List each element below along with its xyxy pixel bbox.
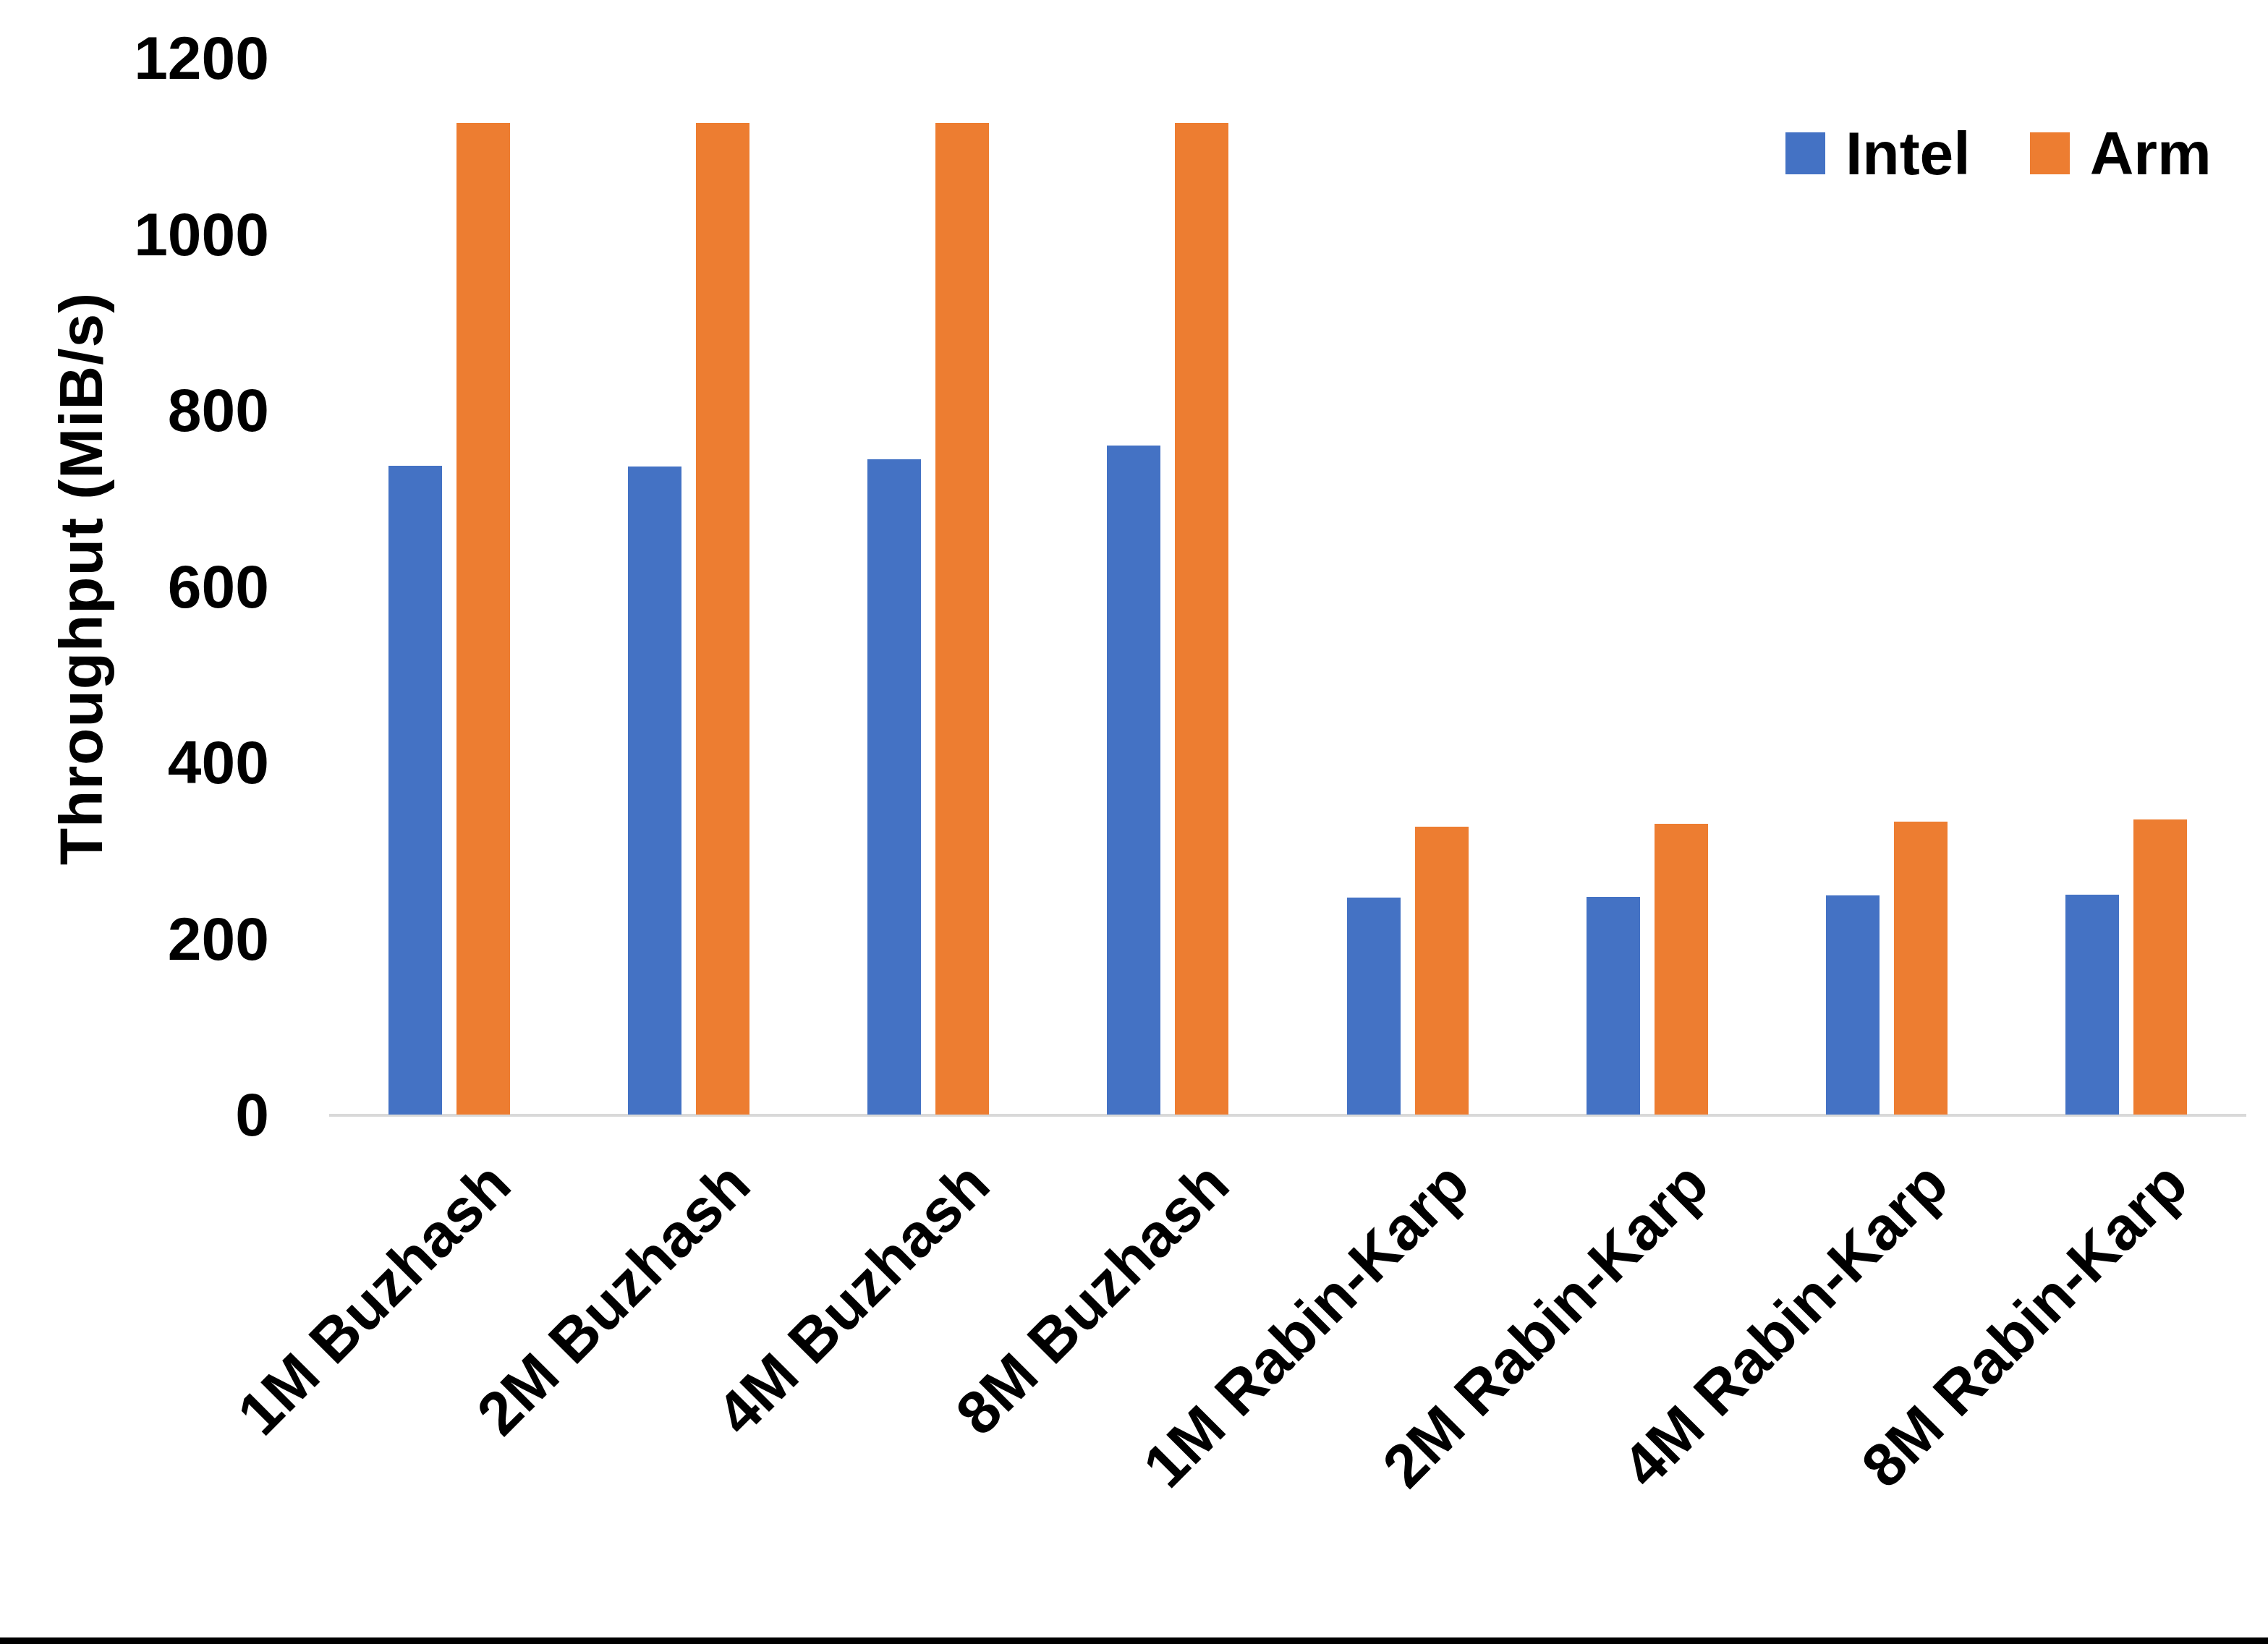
y-tick-label: 200 [0,908,269,969]
y-tick-label: 600 [0,556,269,617]
y-tick-label: 0 [0,1084,269,1145]
bottom-border [0,1637,2268,1644]
bar-arm-4m-rabin-karp [1894,822,1948,1115]
bar-arm-8m-rabin-karp [2133,819,2187,1115]
y-tick-label: 1000 [0,204,269,265]
legend: Intel Arm [1785,132,2212,175]
legend-swatch-icon [1785,132,1825,174]
bar-arm-2m-buzhash [696,123,749,1115]
bar-arm-4m-buzhash [935,123,989,1115]
legend-item-intel: Intel [1785,132,1971,175]
legend-label: Arm [2090,132,2212,175]
bar-arm-1m-buzhash [456,123,510,1115]
y-tick-label: 800 [0,380,269,440]
legend-item-arm: Arm [2030,132,2212,175]
bar-intel-4m-rabin-karp [1826,895,1880,1115]
bar-intel-1m-buzhash [388,466,442,1115]
legend-label: Intel [1846,132,1971,175]
bar-intel-8m-rabin-karp [2065,895,2119,1115]
bar-arm-8m-buzhash [1175,123,1228,1115]
bar-intel-1m-rabin-karp [1347,898,1401,1115]
y-tick-label: 1200 [0,27,269,88]
bar-intel-2m-rabin-karp [1587,897,1640,1115]
bar-intel-8m-buzhash [1107,446,1160,1115]
y-tick-label: 400 [0,732,269,793]
legend-swatch-icon [2030,132,2070,174]
x-axis-line [329,1114,2246,1117]
bar-arm-2m-rabin-karp [1655,824,1708,1115]
bar-intel-2m-buzhash [628,467,681,1115]
bar-intel-4m-buzhash [867,459,921,1115]
throughput-bar-chart: Throughput (MiB/s) 020040060080010001200… [0,0,2268,1644]
bar-arm-1m-rabin-karp [1415,827,1469,1115]
